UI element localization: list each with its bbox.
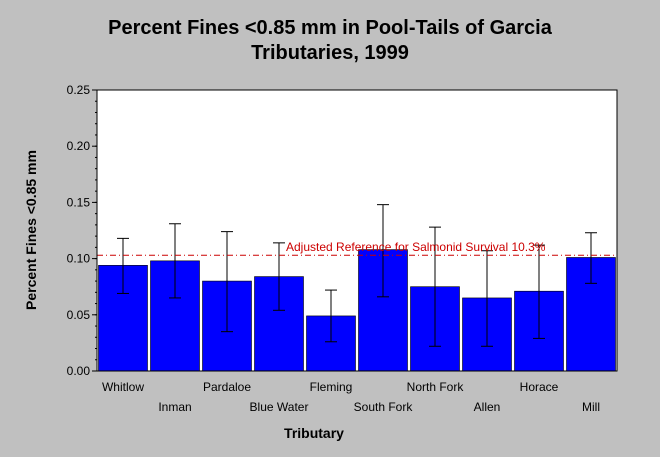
y-tick-label: 0.15 <box>67 195 91 209</box>
x-tick-label-south-fork: South Fork <box>354 400 414 414</box>
x-tick-label-fleming: Fleming <box>310 380 353 394</box>
y-tick-label: 0.25 <box>67 83 91 97</box>
reference-line-label: Adjusted Reference for Salmonid Survival… <box>286 240 546 254</box>
y-tick-label: 0.05 <box>67 308 91 322</box>
x-tick-label-whitlow: Whitlow <box>102 380 144 394</box>
x-tick-label-horace: Horace <box>520 380 559 394</box>
x-tick-label-allen: Allen <box>474 400 501 414</box>
y-tick-label: 0.10 <box>67 252 91 266</box>
x-tick-label-pardaloe: Pardaloe <box>203 380 251 394</box>
x-axis-label: Tributary <box>284 425 344 441</box>
x-tick-label-blue-water: Blue Water <box>250 400 309 414</box>
chart-title: Percent Fines <0.85 mm in Pool-Tails of … <box>0 16 660 66</box>
plot-frame <box>96 89 618 372</box>
chart-title-line-1: Percent Fines <0.85 mm in Pool-Tails of … <box>108 17 552 39</box>
x-tick-label-inman: Inman <box>158 400 191 414</box>
x-tick-label-north-fork: North Fork <box>407 380 465 394</box>
x-tick-label-mill: Mill <box>582 400 600 414</box>
y-tick-label: 0.20 <box>67 139 91 153</box>
chart-title-line-2: Tributaries, 1999 <box>251 42 409 64</box>
bar-blue-water <box>254 276 304 372</box>
y-tick-label: 0.00 <box>67 364 91 378</box>
